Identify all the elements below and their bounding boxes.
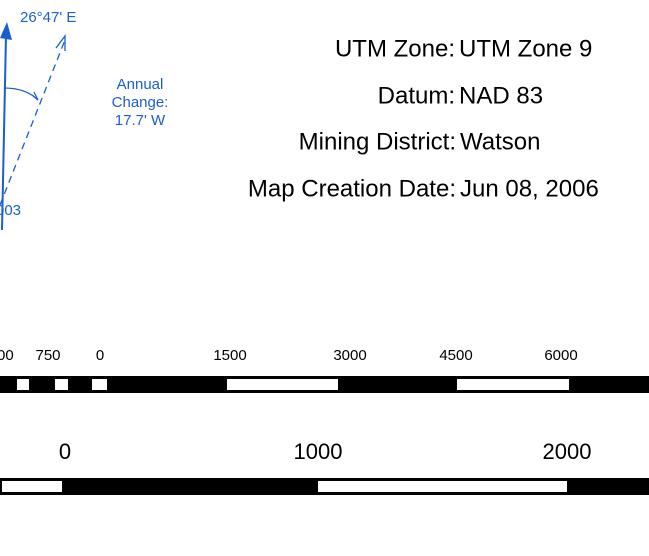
scale-label: 4500 xyxy=(439,347,472,364)
scale-segment xyxy=(92,379,107,390)
annual-change-label: Change: xyxy=(112,94,169,111)
scale-label: 00 xyxy=(0,347,14,364)
scale-label: 1000 xyxy=(294,439,343,464)
arc-arrowhead xyxy=(31,91,39,101)
annual-change-label: Annual xyxy=(117,76,164,93)
scale-label: 1500 xyxy=(213,347,246,364)
info-value: NAD 83 xyxy=(459,82,543,109)
scale-segment xyxy=(55,379,68,390)
scale-label: 750 xyxy=(35,347,60,364)
true-north-line xyxy=(1,34,7,231)
info-label: Datum: xyxy=(378,82,455,109)
magnetic-north-line xyxy=(0,39,66,206)
scale-bar-feet: 00 750 0 1500 3000 4500 6000 xyxy=(0,347,649,393)
info-label: Map Creation Date: xyxy=(248,175,456,202)
info-value: UTM Zone 9 xyxy=(459,35,592,62)
declination-arc xyxy=(3,87,39,101)
scale-label: 3000 xyxy=(333,347,366,364)
magnetic-north-arrowhead xyxy=(55,34,66,51)
scale-label: 2000 xyxy=(543,439,592,464)
info-label: UTM Zone: xyxy=(335,35,455,62)
declination-year: 003 xyxy=(0,202,21,219)
scale-segment xyxy=(17,379,29,390)
true-north-arrowhead xyxy=(0,22,12,40)
annual-change-value: 17.7' W xyxy=(115,112,166,129)
scale-label: 0 xyxy=(96,347,104,364)
scale-bar-meters: 0 1000 2000 xyxy=(0,439,649,495)
info-label: Mining District: xyxy=(299,128,456,155)
scale-segment xyxy=(227,379,338,390)
scale-segment xyxy=(318,481,567,492)
declination-value: 26°47' E xyxy=(20,9,76,26)
info-value: Jun 08, 2006 xyxy=(460,175,599,202)
scale-label: 0 xyxy=(59,439,71,464)
info-value: Watson xyxy=(460,128,540,155)
scale-label: 6000 xyxy=(544,347,577,364)
scale-segment xyxy=(457,379,569,390)
declination-diagram: 26°47' E Annual Change: 17.7' W 003 xyxy=(0,9,169,231)
scale-segment xyxy=(2,481,62,492)
map-info: UTM Zone: UTM Zone 9 Datum: NAD 83 Minin… xyxy=(248,35,599,202)
